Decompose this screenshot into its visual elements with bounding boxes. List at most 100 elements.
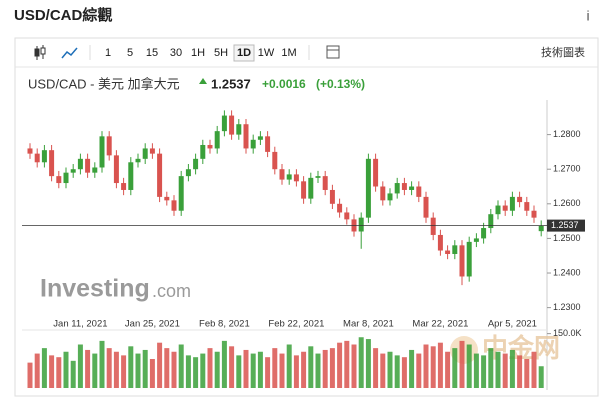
candle-body xyxy=(466,241,472,277)
selected-interval-box xyxy=(233,44,255,62)
volume-bar xyxy=(437,342,443,388)
volume-bar xyxy=(473,353,479,388)
candle-body xyxy=(41,150,47,163)
volume-bar xyxy=(257,351,263,388)
volume-bar xyxy=(538,366,544,388)
candle-body xyxy=(423,196,429,218)
candle-body xyxy=(113,155,119,184)
volume-bar xyxy=(358,337,364,388)
volume-bar xyxy=(171,351,177,388)
volume-bar xyxy=(121,355,127,388)
volume-bar xyxy=(221,340,227,388)
candle-body xyxy=(315,176,321,178)
volume-bar xyxy=(236,355,242,388)
candle-body xyxy=(365,158,371,218)
volume-bar xyxy=(394,355,400,388)
candle-body xyxy=(394,183,400,194)
volume-bar xyxy=(106,348,112,388)
interval-button[interactable]: 30 xyxy=(170,47,182,59)
candle-body xyxy=(265,136,271,152)
volume-bar xyxy=(149,359,155,388)
candle-body xyxy=(279,169,285,180)
y-tick-label: 1.2700 xyxy=(553,164,581,174)
volume-bar xyxy=(502,353,508,388)
candle-body xyxy=(34,153,40,163)
interval-button[interactable]: 1M xyxy=(281,47,296,59)
chart-frame xyxy=(14,37,599,397)
volume-bar xyxy=(524,359,530,388)
candle-body xyxy=(157,153,163,197)
instrument-name: USD/CAD - 美元 加拿大元 xyxy=(28,76,180,91)
candle-body xyxy=(387,193,393,201)
candle-body xyxy=(229,115,235,135)
x-tick-label: Mar 8, 2021 xyxy=(343,319,394,330)
x-tick-label: Jan 25, 2021 xyxy=(125,319,180,330)
volume-bar xyxy=(286,344,292,388)
volume-bar xyxy=(142,349,148,388)
candle-body xyxy=(329,189,335,204)
calendar-icon[interactable] xyxy=(326,45,340,59)
volume-bar xyxy=(70,360,76,388)
candle-body xyxy=(164,196,170,201)
volume-bar xyxy=(401,357,407,388)
interval-button[interactable]: 1 xyxy=(105,47,111,59)
volume-bar xyxy=(41,348,47,388)
volume-bar xyxy=(452,348,458,388)
candle-body xyxy=(488,214,494,229)
candle-body xyxy=(481,228,487,239)
volume-bar xyxy=(34,353,40,388)
candle-body xyxy=(517,196,523,203)
candle-body xyxy=(243,124,249,149)
candle-body xyxy=(437,234,443,251)
candle-body xyxy=(358,217,364,232)
candle-icon[interactable] xyxy=(34,45,46,60)
candle-body xyxy=(207,144,213,149)
volume-bar xyxy=(92,353,98,388)
volume-bar xyxy=(466,344,472,388)
volume-bar xyxy=(63,351,69,388)
volume-bar xyxy=(423,344,429,388)
interval-button[interactable]: 5 xyxy=(127,47,133,59)
interval-button[interactable]: 1H xyxy=(191,47,205,59)
interval-button[interactable]: 1D xyxy=(237,47,251,59)
candle-body xyxy=(121,183,127,190)
volume-bar xyxy=(365,339,371,388)
volume-bar xyxy=(77,344,83,388)
volume-bar xyxy=(243,349,249,388)
volume-bar xyxy=(344,340,350,388)
volume-bar xyxy=(293,355,299,388)
volume-bar xyxy=(56,357,62,388)
candle-body xyxy=(214,131,220,149)
candle-body xyxy=(56,176,62,184)
last-price-tag-label: 1.2537 xyxy=(551,220,579,230)
volume-bar xyxy=(308,346,314,388)
volume-bar xyxy=(272,348,278,388)
interval-button[interactable]: 1W xyxy=(258,47,275,59)
volume-bar xyxy=(157,342,163,388)
volume-bar xyxy=(265,357,271,388)
candle-body xyxy=(416,186,422,197)
volume-bar xyxy=(27,362,33,388)
watermark-brand: Investing xyxy=(40,275,150,303)
x-tick-label: Feb 8, 2021 xyxy=(199,319,250,330)
candle-body xyxy=(373,158,379,187)
line-icon[interactable] xyxy=(61,47,78,59)
candle-body xyxy=(509,196,515,211)
volume-bar xyxy=(214,351,220,388)
volume-bar xyxy=(128,346,134,388)
volume-bar xyxy=(185,355,191,388)
interval-button[interactable]: 15 xyxy=(146,47,158,59)
last-price-tag xyxy=(547,219,585,232)
candle-body xyxy=(459,245,465,277)
volume-bar xyxy=(99,340,105,388)
technical-chart-link[interactable]: 技術圖表 xyxy=(541,45,585,59)
interval-button[interactable]: 5H xyxy=(214,47,228,59)
volume-bar xyxy=(229,346,235,388)
candle-body xyxy=(538,225,544,232)
volume-bar xyxy=(380,353,386,388)
candle-body xyxy=(257,136,263,140)
price-change-percent: (+0.13%) xyxy=(316,77,365,91)
info-icon[interactable]: i xyxy=(586,8,589,24)
